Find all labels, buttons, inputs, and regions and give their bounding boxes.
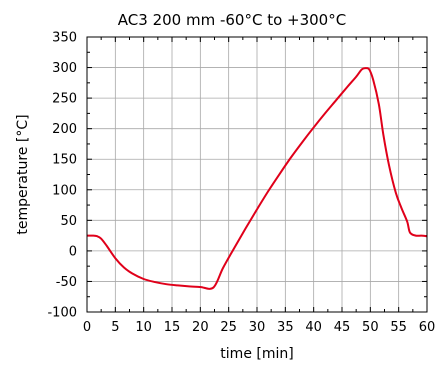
x-tick-label: 15 bbox=[164, 320, 181, 335]
chart-title: AC3 200 mm -60°C to +300°C bbox=[118, 11, 346, 29]
x-tick-label: 60 bbox=[419, 320, 436, 335]
plot-frame bbox=[86, 36, 428, 313]
x-tick-label: 20 bbox=[192, 320, 209, 335]
x-tick-labels: 0 5 10 15 20 25 30 35 40 45 50 55 60 bbox=[83, 320, 435, 335]
y-tick-label: -100 bbox=[47, 306, 77, 321]
series-layer bbox=[86, 67, 428, 290]
y-tick-label: 200 bbox=[52, 122, 77, 137]
y-tick-label: 250 bbox=[52, 92, 77, 107]
y-tick-label: 300 bbox=[52, 61, 77, 76]
x-tick-label: 10 bbox=[135, 320, 152, 335]
temperature-series-line bbox=[86, 67, 428, 290]
x-tick-label: 0 bbox=[83, 320, 91, 335]
x-tick-label: 25 bbox=[220, 320, 237, 335]
y-tick-label: -50 bbox=[56, 275, 77, 290]
x-tick-label: 50 bbox=[362, 320, 379, 335]
grid-lines bbox=[86, 36, 428, 313]
y-tick-label: 100 bbox=[52, 183, 77, 198]
x-tick-label: 40 bbox=[305, 320, 322, 335]
y-tick-label: 150 bbox=[52, 153, 77, 168]
x-tick-label: 35 bbox=[277, 320, 294, 335]
y-axis-label: temperature [°C] bbox=[15, 114, 31, 234]
x-tick-label: 55 bbox=[390, 320, 407, 335]
y-tick-label: 50 bbox=[60, 214, 77, 229]
x-axis-label: time [min] bbox=[220, 346, 293, 362]
y-tick-labels: -100 -50 0 50 100 150 200 250 300 350 bbox=[47, 31, 77, 321]
x-tick-label: 30 bbox=[249, 320, 266, 335]
x-tick-label: 5 bbox=[111, 320, 119, 335]
y-tick-label: 350 bbox=[52, 31, 77, 46]
x-tick-label: 45 bbox=[334, 320, 351, 335]
y-tick-label: 0 bbox=[69, 244, 77, 259]
